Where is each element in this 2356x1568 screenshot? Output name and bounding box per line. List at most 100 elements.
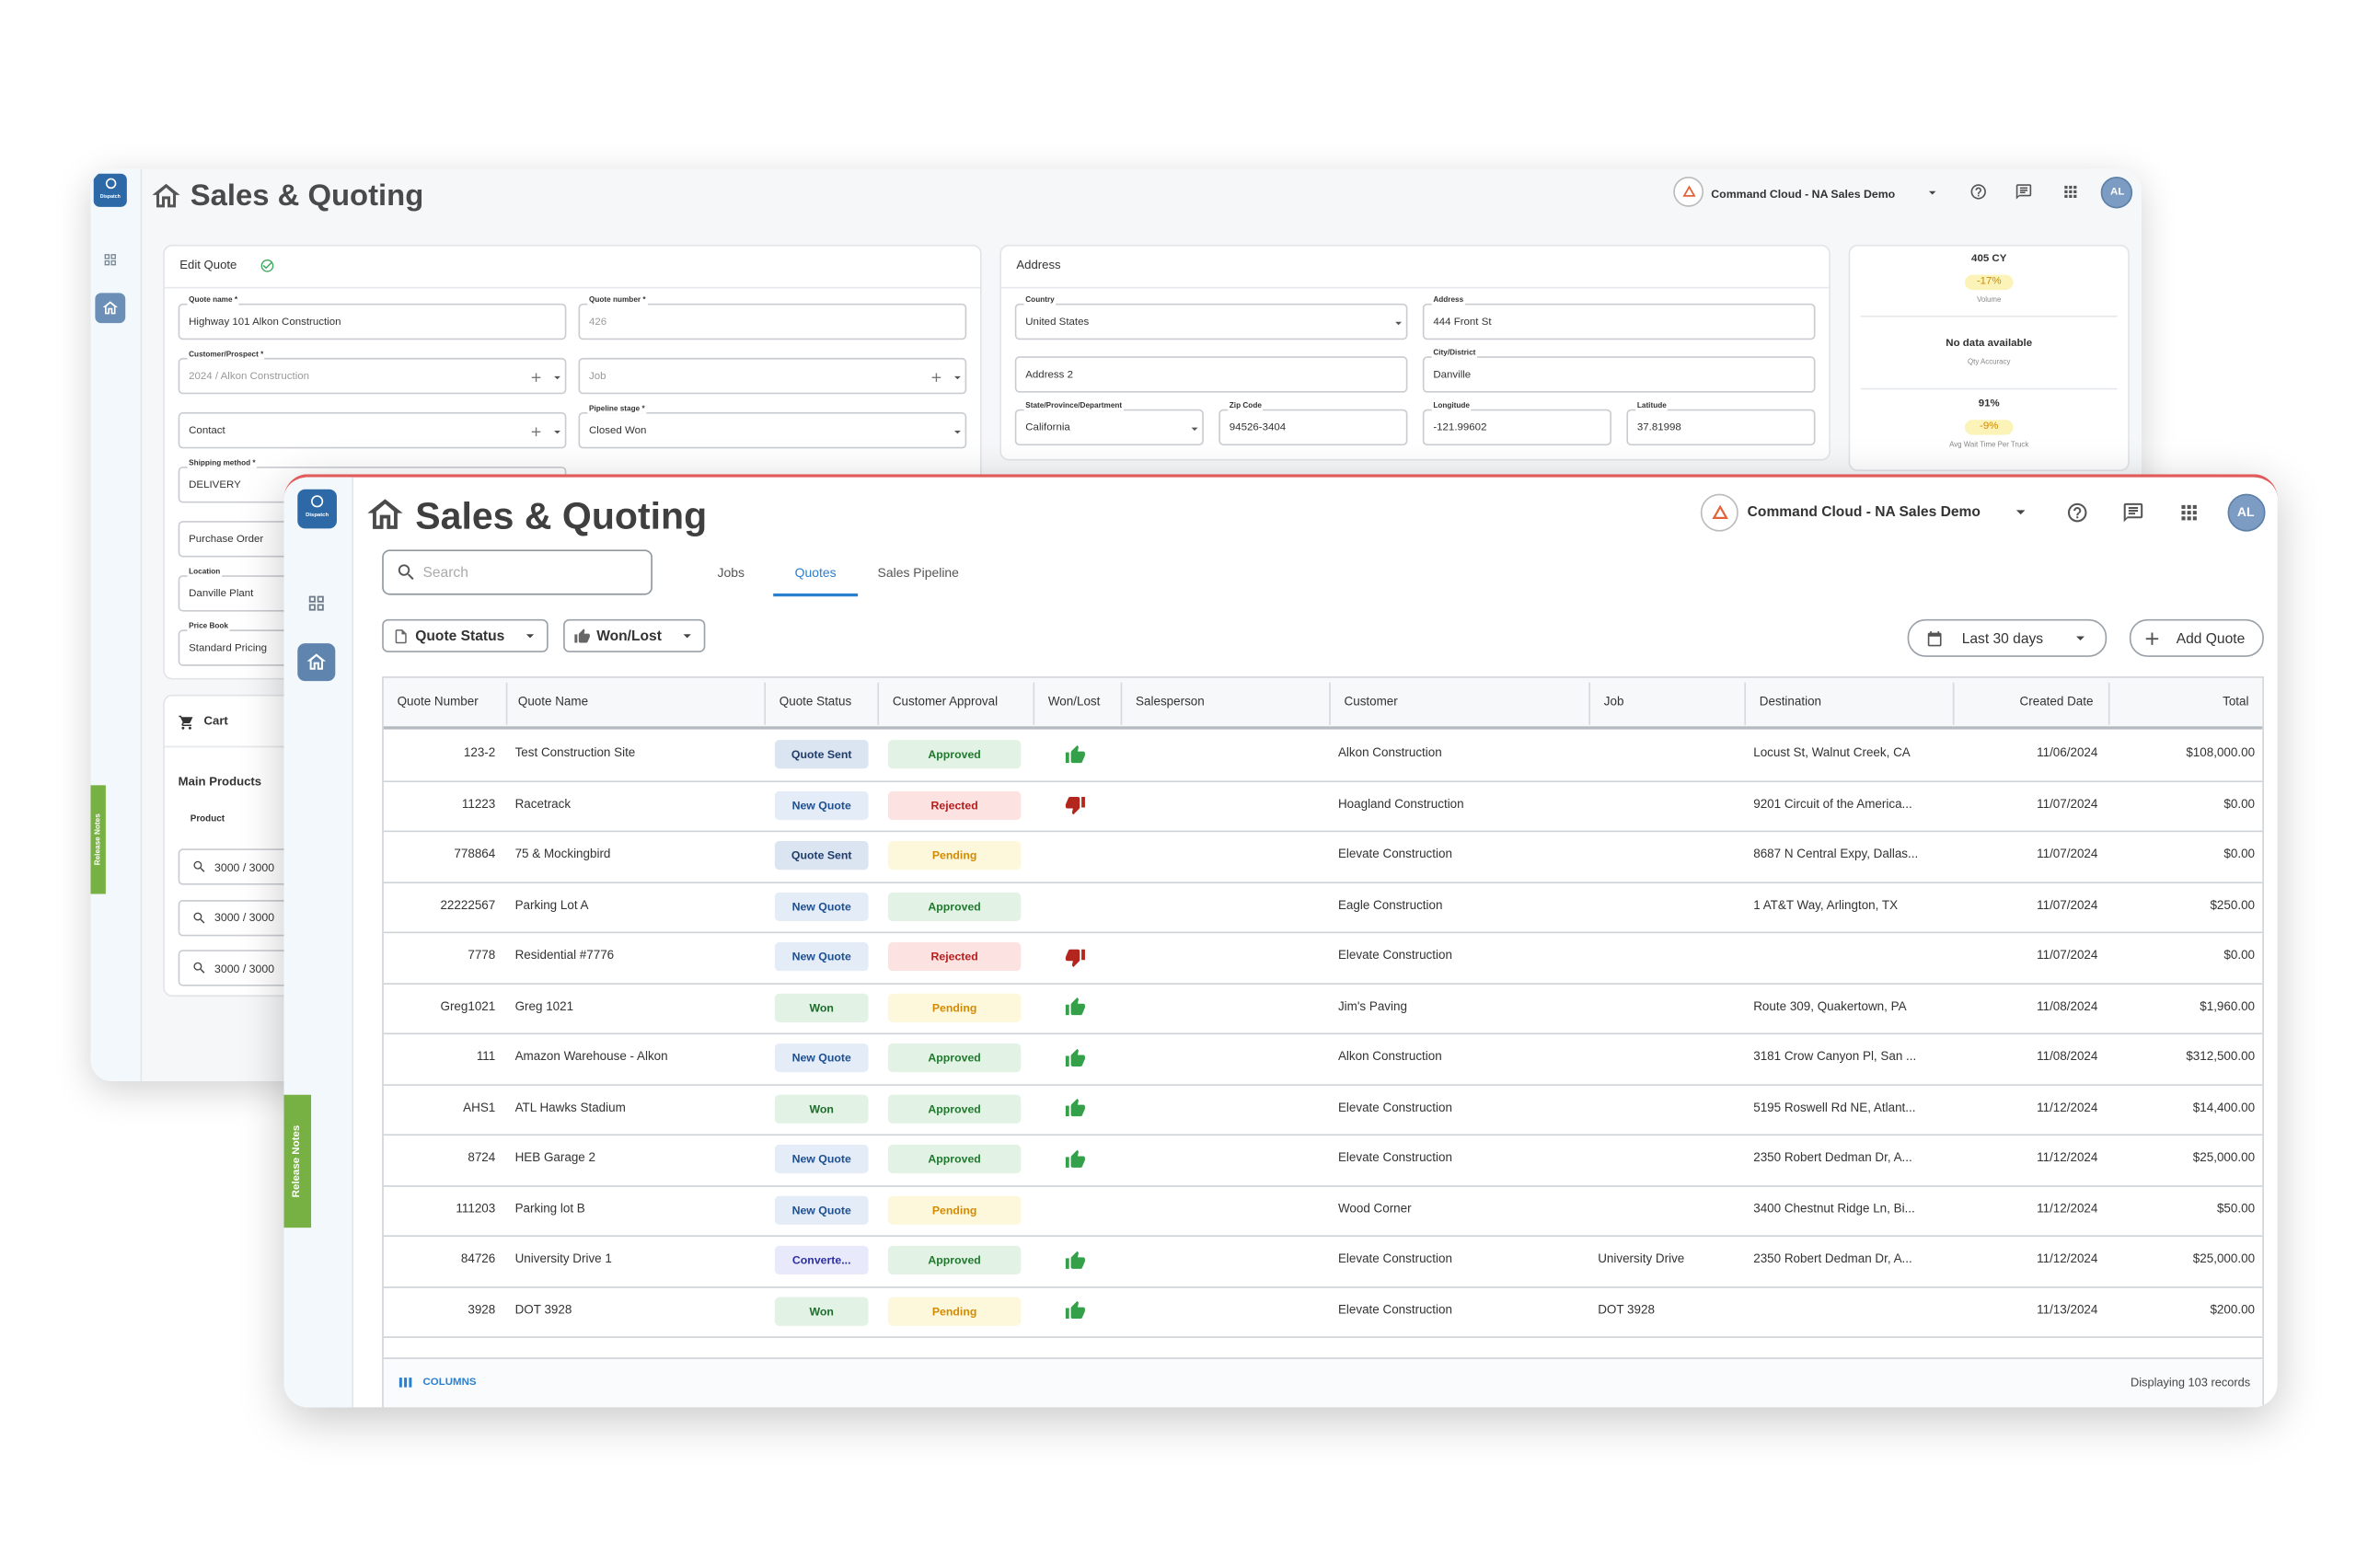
columns-button[interactable]: COLUMNS (422, 1377, 477, 1389)
org-caret[interactable] (2010, 502, 2031, 523)
input-field[interactable]: -121.99602 (1422, 409, 1611, 446)
column-header[interactable]: Total (2223, 694, 2249, 709)
messages-button[interactable] (2122, 502, 2145, 525)
input-field[interactable]: 2024 / Alkon Construction (178, 357, 567, 395)
pill-text: Approved (928, 1051, 981, 1065)
thumbs-up-shape (1065, 1250, 1085, 1269)
dropdown-caret[interactable] (549, 370, 564, 385)
stat-value: 91% (1978, 398, 2000, 409)
filter-icon (574, 628, 590, 643)
table-row[interactable] (383, 1287, 2263, 1338)
help-button[interactable] (2066, 502, 2089, 525)
nav-quotes[interactable] (297, 643, 336, 682)
search-box[interactable]: Search (382, 549, 653, 595)
input-field[interactable]: Danville (1422, 356, 1816, 393)
column-header[interactable]: Customer (1344, 694, 1398, 709)
input-field[interactable]: Highway 101 Alkon Construction (178, 303, 567, 340)
dropdown-caret[interactable] (1187, 421, 1202, 436)
table-cell: University Drive 1 (514, 1251, 612, 1266)
table-cell: Jim's Paving (1337, 999, 1407, 1013)
approval-pill: Pending (887, 1296, 1022, 1326)
org-caret[interactable] (1924, 184, 1941, 201)
dropdown-caret[interactable] (950, 424, 964, 439)
help-button[interactable] (1969, 183, 1988, 202)
table-row[interactable] (383, 933, 2263, 985)
nav-dashboard[interactable] (306, 594, 326, 613)
table-row[interactable] (383, 1085, 2263, 1136)
columns-icon[interactable] (398, 1374, 414, 1390)
input-field[interactable]: Closed Won (578, 412, 967, 449)
tab[interactable]: Quotes (794, 563, 837, 580)
input-field[interactable]: Address 2 (1014, 356, 1408, 393)
pill-text: Pending (931, 1000, 977, 1014)
approval-pill: Approved (887, 740, 1022, 769)
table-row[interactable] (383, 1186, 2263, 1238)
input-field[interactable]: 426 (578, 303, 967, 340)
column-header[interactable]: Customer Approval (892, 694, 999, 709)
product-search-icon-shape (193, 911, 205, 923)
add-quote-button[interactable]: Add Quote (2129, 618, 2264, 657)
product-search-icon (193, 962, 205, 974)
input-field[interactable]: Contact (178, 412, 567, 449)
input-value: Closed Won (589, 424, 647, 436)
column-header[interactable]: Job (1603, 694, 1624, 709)
dropdown-caret[interactable] (950, 370, 964, 385)
column-header[interactable]: Destination (1759, 694, 1822, 709)
apps-button[interactable] (2062, 183, 2080, 202)
add-button[interactable] (528, 370, 543, 385)
table-row[interactable] (383, 882, 2263, 934)
input-field[interactable]: 94526-3404 (1218, 409, 1408, 446)
table-cell: 3181 Crow Canyon Pl, San ... (1753, 1050, 1917, 1064)
table-row[interactable] (383, 1136, 2263, 1187)
tab[interactable]: Sales Pipeline (877, 563, 959, 580)
filter-caret-shape (683, 634, 691, 639)
pill-text: Won (809, 1101, 834, 1115)
table-cell: 3928 (468, 1302, 496, 1317)
column-header[interactable]: Created Date (2019, 694, 2094, 709)
add-button[interactable] (528, 424, 543, 439)
column-divider (505, 682, 508, 725)
input-label: Quote number * (587, 295, 648, 306)
input-field[interactable]: 37.81998 (1626, 409, 1816, 446)
table-row[interactable] (383, 1034, 2263, 1086)
column-header[interactable]: Won/Lost (1047, 694, 1101, 709)
column-header[interactable]: Quote Number (397, 694, 479, 709)
org-name[interactable]: Command Cloud - NA Sales Demo (1747, 503, 1981, 521)
pill-text: Pending (931, 848, 977, 863)
tab-indicator (773, 593, 859, 597)
nav-dashboard[interactable] (103, 252, 118, 267)
column-header[interactable]: Quote Status (779, 694, 852, 709)
table-row[interactable] (383, 781, 2263, 833)
input-field[interactable]: 444 Front St (1422, 303, 1816, 340)
table-footer (383, 1357, 2263, 1408)
column-header[interactable]: Salesperson (1136, 694, 1205, 709)
column-divider (2108, 682, 2110, 725)
filter-button[interactable]: Won/Lost (563, 618, 706, 652)
dropdown-caret[interactable] (1391, 316, 1405, 330)
table-row[interactable] (383, 832, 2263, 883)
avatar[interactable]: AL (2227, 493, 2266, 532)
date-range-button[interactable]: Last 30 days (1907, 618, 2108, 657)
nav-quotes[interactable] (95, 293, 126, 324)
org-logo-mark (1712, 504, 1728, 519)
apps-button[interactable] (2177, 502, 2200, 525)
release-notes-tab[interactable]: Release Notes (283, 1094, 312, 1228)
input-value: 94526-3404 (1229, 421, 1287, 433)
table-row[interactable] (383, 731, 2263, 782)
table-cell: $50.00 (2216, 1201, 2256, 1216)
avatar[interactable]: AL (2100, 177, 2133, 209)
input-field[interactable]: Job (578, 357, 967, 395)
cart-heading: Cart (203, 714, 228, 728)
org-name[interactable]: Command Cloud - NA Sales Demo (1711, 186, 1896, 201)
tab[interactable]: Jobs (717, 563, 745, 580)
input-field[interactable]: United States (1014, 303, 1408, 340)
dropdown-caret[interactable] (549, 424, 564, 439)
table-row[interactable] (383, 984, 2263, 1035)
input-field[interactable]: California (1014, 409, 1204, 446)
table-row[interactable] (383, 1237, 2263, 1287)
add-button[interactable] (929, 370, 943, 385)
filter-button[interactable]: Quote Status (382, 618, 549, 652)
messages-button[interactable] (2015, 183, 2033, 202)
release-notes-tab[interactable]: Release Notes (90, 785, 106, 894)
column-header[interactable]: Quote Name (517, 694, 589, 709)
